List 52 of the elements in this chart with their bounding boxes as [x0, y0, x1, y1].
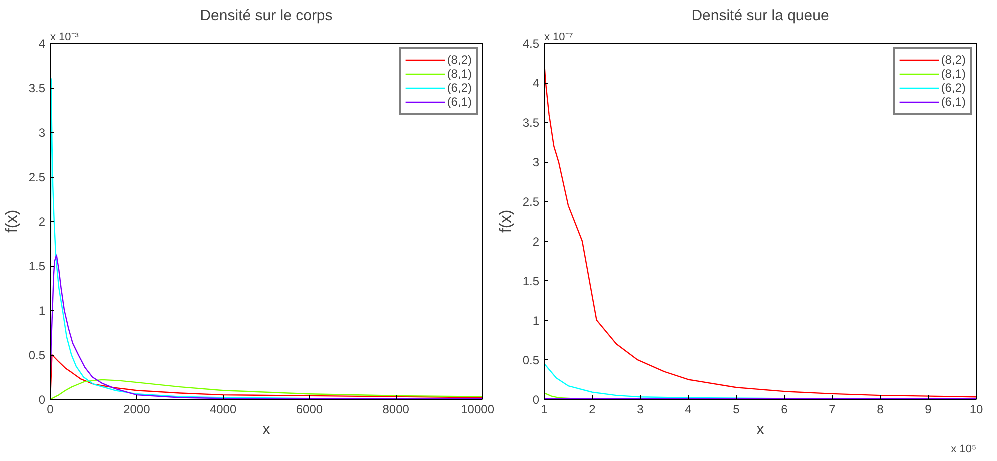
- legend-label: (8,1): [941, 67, 966, 81]
- y-tick-label: 3.5: [522, 116, 540, 130]
- y-tick-label: 3.5: [28, 82, 46, 96]
- legend-label: (8,2): [941, 53, 966, 67]
- x-tick-label: 10: [970, 402, 984, 416]
- x-tick-label: 6: [781, 402, 788, 416]
- y-tick-label: 4: [38, 37, 46, 51]
- x-tick-label: 2000: [124, 402, 151, 416]
- x-tick-label: 3: [637, 402, 644, 416]
- y-tick-label: 0.5: [28, 348, 46, 362]
- y-tick-label: 0: [38, 393, 46, 407]
- x-tick-label: 6000: [296, 402, 324, 416]
- chart-title: Densité sur le corps: [200, 8, 333, 24]
- legend-label: (8,1): [447, 67, 472, 81]
- chart-title: Densité sur la queue: [692, 8, 830, 24]
- text: x 10⁻³: [50, 32, 80, 44]
- legend-label: (6,2): [941, 81, 966, 95]
- x-tick-label: 4000: [210, 402, 237, 416]
- x-tick-label: 7: [829, 402, 836, 416]
- y-tick-label: 1: [532, 314, 540, 328]
- legend-label: (6,1): [447, 95, 472, 109]
- text: x 10⁻⁷: [544, 32, 574, 44]
- legend-label: (8,2): [447, 53, 472, 67]
- x-tick-label: 9: [925, 402, 932, 416]
- text: x 10⁵: [951, 444, 977, 456]
- y-tick-label: 2: [532, 234, 540, 249]
- y-tick-label: 2.5: [28, 170, 46, 184]
- x-tick-label: 2: [589, 402, 596, 416]
- y-axis-title: f(x): [498, 210, 515, 234]
- y-tick-label: 1: [38, 304, 46, 318]
- y-tick-label: 3: [532, 156, 540, 170]
- x-tick-label: 4: [685, 402, 692, 416]
- x-tick-label: 10000: [461, 402, 495, 416]
- legend-label: (6,2): [447, 81, 472, 95]
- y-tick-label: 3: [38, 126, 46, 140]
- y-tick-label: 1.5: [522, 274, 540, 288]
- x-tick-label: 0: [47, 402, 54, 416]
- x-axis-title: x: [756, 422, 764, 438]
- x-tick-label: 8: [877, 402, 884, 416]
- y-tick-label: 1.5: [28, 260, 46, 274]
- legend-label: (6,1): [941, 95, 966, 109]
- y-tick-label: 0: [532, 393, 540, 407]
- y-tick-label: 2: [38, 215, 46, 229]
- x-tick-label: 8000: [382, 402, 410, 416]
- x-axis-title: x: [262, 422, 270, 438]
- y-axis-title: f(x): [4, 210, 21, 234]
- y-tick-label: 4.5: [522, 37, 540, 51]
- y-tick-label: 2.5: [522, 195, 540, 210]
- x-tick-label: 1: [541, 402, 548, 416]
- y-tick-label: 4: [532, 76, 540, 91]
- y-tick-label: 0.5: [522, 353, 540, 368]
- x-tick-label: 5: [733, 402, 740, 416]
